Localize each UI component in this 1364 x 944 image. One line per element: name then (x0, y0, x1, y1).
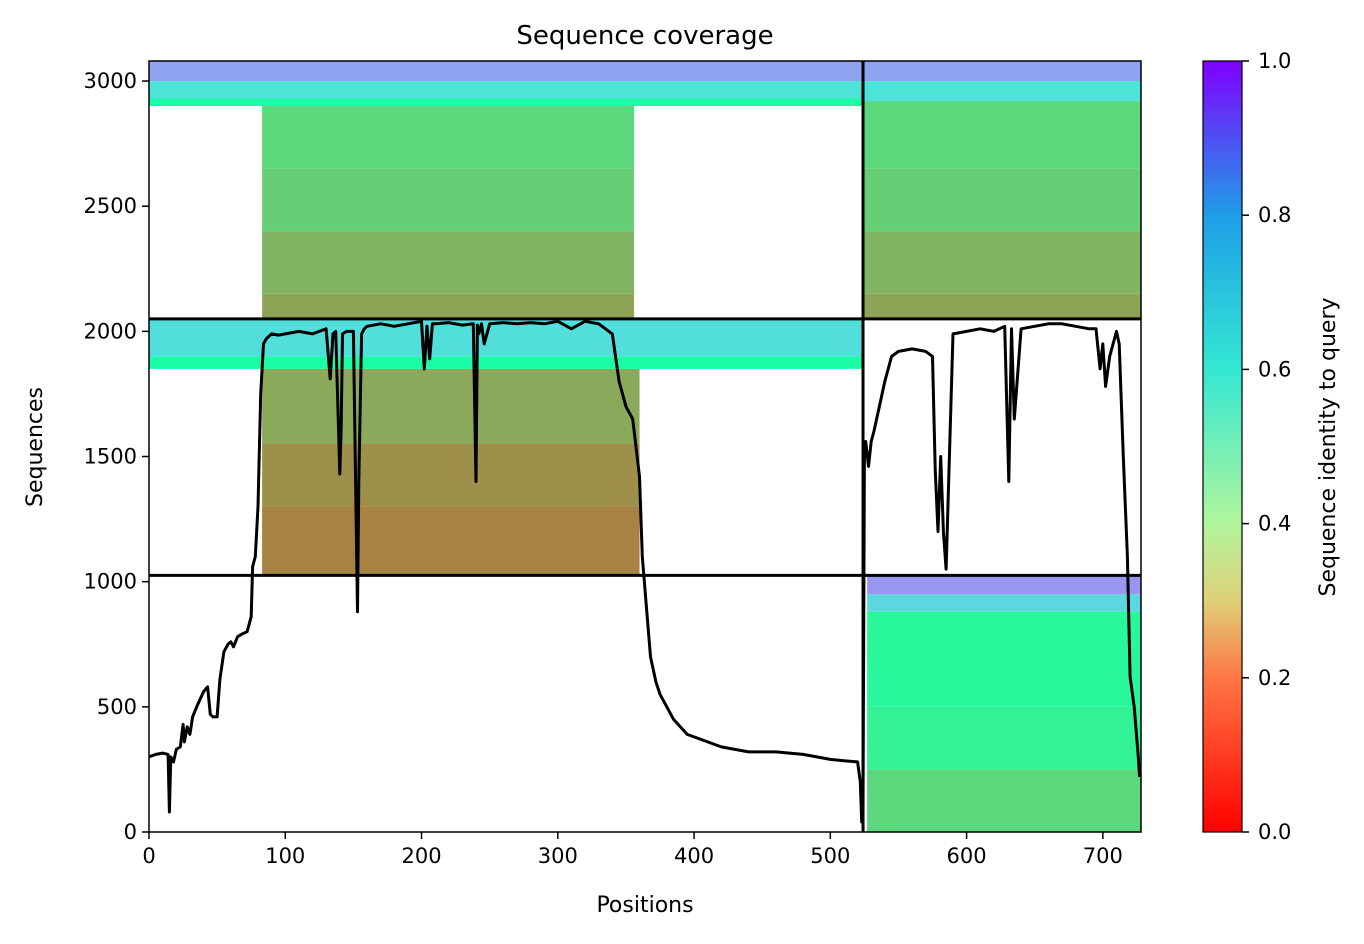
y-tick-label: 0 (124, 820, 137, 844)
heatmap-cell (149, 318, 864, 357)
heatmap-cell (262, 506, 640, 576)
colorbar-tick-label: 1.0 (1258, 49, 1291, 73)
x-tick-label: 0 (142, 844, 155, 868)
block-boundaries (149, 61, 1141, 832)
heatmap-cell (262, 231, 635, 294)
heatmap-cell (262, 368, 640, 444)
heatmap-cell (867, 769, 1141, 832)
heatmap-cell (262, 168, 635, 232)
x-axis-label: Positions (596, 893, 693, 918)
x-tick-label: 500 (810, 844, 850, 868)
colorbar-tick-label: 0.0 (1258, 820, 1291, 844)
heatmap-cell (867, 611, 1141, 707)
x-tick-label: 300 (538, 844, 578, 868)
x-tick-label: 100 (265, 844, 305, 868)
x-tick-label: 400 (674, 844, 714, 868)
heatmap-cell (863, 101, 1141, 169)
y-tick-label: 1500 (84, 445, 137, 469)
coverage-line-layer (149, 319, 1141, 824)
heatmap-cell (149, 356, 864, 369)
heatmap-cell (149, 61, 864, 82)
heatmap-cell (863, 61, 1141, 82)
plot-frame (148, 60, 1142, 833)
heatmap-cell (262, 106, 635, 169)
heatmap-cell (863, 81, 1141, 102)
colorbar-tick-label: 0.6 (1258, 357, 1291, 381)
y-axis: 0 500 1000 1500 2000 2500 3000 (84, 69, 149, 844)
y-tick-label: 1000 (84, 570, 137, 594)
heatmap-layer (149, 61, 1141, 832)
coverage-line (149, 319, 1141, 824)
y-tick-label: 2000 (84, 319, 137, 343)
heatmap-cell (867, 706, 1141, 770)
colorbar-label: Sequence identity to query (1316, 297, 1341, 596)
heatmap-cell (149, 98, 864, 107)
heatmap-cell (863, 231, 1141, 294)
heatmap-cell (149, 81, 864, 99)
x-tick-label: 600 (947, 844, 987, 868)
x-axis: 0 100 200 300 400 500 600 700 (142, 832, 1123, 868)
colorbar-gradient (1202, 60, 1243, 833)
colorbar-ticks: 0.0 0.2 0.4 0.6 0.8 1.0 (1242, 49, 1291, 844)
x-tick-label: 700 (1083, 844, 1123, 868)
heatmap-cell (262, 293, 635, 319)
heatmap-cell (867, 594, 1141, 612)
x-tick-label: 200 (401, 844, 441, 868)
y-tick-label: 500 (97, 695, 137, 719)
heatmap-cell (863, 293, 1141, 319)
y-axis-label: Sequences (23, 387, 48, 507)
heatmap-cell (867, 575, 1141, 595)
colorbar-tick-label: 0.2 (1258, 666, 1291, 690)
plot-area (149, 61, 1141, 832)
colorbar-tick-label: 0.8 (1258, 203, 1291, 227)
colorbar: 0.0 0.2 0.4 0.6 0.8 1.0 Sequence identity to … (1202, 49, 1341, 844)
y-tick-label: 2500 (84, 194, 137, 218)
colorbar-tick-label: 0.4 (1258, 512, 1291, 536)
heatmap-cell (863, 168, 1141, 232)
heatmap-cell (262, 443, 640, 507)
y-tick-label: 3000 (84, 69, 137, 93)
chart-title: Sequence coverage (516, 21, 773, 51)
